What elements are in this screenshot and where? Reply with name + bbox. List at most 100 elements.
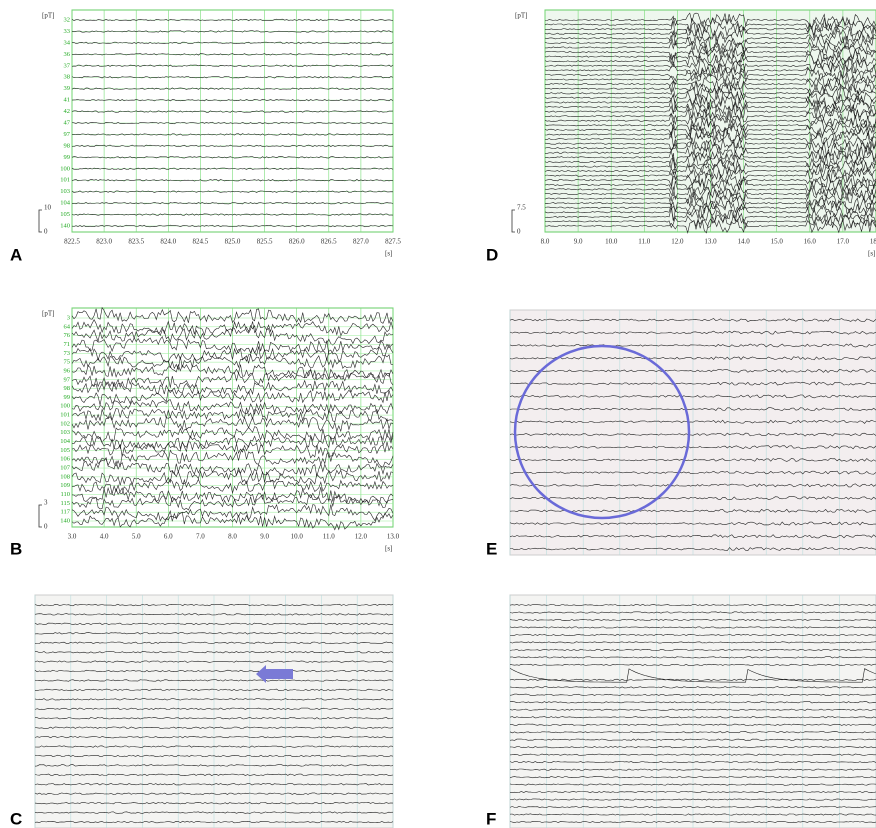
trace <box>71 319 394 338</box>
trace <box>71 434 394 450</box>
trace <box>509 633 876 636</box>
trace <box>71 511 394 531</box>
x-tick-label: 13.0 <box>387 533 400 541</box>
scale-bar <box>38 209 42 233</box>
trace <box>544 103 876 120</box>
trace <box>509 798 876 801</box>
channel-label: 104 <box>60 438 71 445</box>
trace <box>71 213 394 216</box>
trace <box>71 110 393 113</box>
trace <box>509 678 876 681</box>
trace <box>34 669 394 673</box>
trace <box>509 641 876 644</box>
channel-label: 108 <box>60 473 70 480</box>
trace <box>544 90 876 105</box>
trace <box>34 811 394 814</box>
trace <box>509 356 876 361</box>
channel-label: 103 <box>60 188 70 195</box>
trace <box>544 122 876 138</box>
trace <box>544 117 876 134</box>
trace <box>71 335 394 355</box>
x-tick-label: 823.0 <box>96 238 112 246</box>
channel-label: 97 <box>64 376 71 383</box>
channel-label: 102 <box>60 420 70 427</box>
trace <box>71 18 394 22</box>
trace <box>71 343 394 363</box>
trace <box>544 92 876 110</box>
trace <box>509 791 876 794</box>
trace <box>544 62 876 79</box>
trace <box>509 648 876 651</box>
trace <box>544 86 876 102</box>
trace <box>544 80 876 97</box>
panel: F <box>486 594 876 828</box>
channel-label: 104 <box>60 200 71 207</box>
panel: 822.5 823.0 823.5 824.0 824.5 825.0 825.5 826.0… <box>10 9 401 264</box>
channel-label: 103 <box>60 429 70 436</box>
trace <box>509 731 876 734</box>
trace <box>71 389 394 406</box>
trace <box>509 813 876 816</box>
trace <box>34 622 394 626</box>
y-unit: [pT] <box>515 12 527 20</box>
trace <box>71 399 394 415</box>
trace <box>71 98 394 102</box>
channel-label: 105 <box>60 211 70 218</box>
y-unit: [pT] <box>42 12 54 20</box>
channel-label: 99 <box>64 394 71 401</box>
x-tick-label: 3.0 <box>68 533 77 541</box>
channel-label: 105 <box>60 447 70 454</box>
trace <box>545 12 876 28</box>
trace <box>509 407 876 411</box>
channel-label: 39 <box>64 85 71 92</box>
trace <box>510 547 876 551</box>
trace <box>34 603 394 607</box>
trace <box>544 67 876 82</box>
trace <box>509 318 876 322</box>
highlight-circle <box>513 344 691 520</box>
channel-label: 107 <box>60 465 71 472</box>
trace <box>545 108 876 126</box>
x-tick-label: 15.0 <box>771 238 784 246</box>
trace <box>71 224 394 228</box>
panel-letter: E <box>486 539 497 558</box>
trace <box>544 20 876 38</box>
trace <box>71 494 394 511</box>
trace <box>509 521 876 526</box>
trace <box>71 457 394 477</box>
trace <box>34 679 394 682</box>
channel-label: 97 <box>64 131 71 138</box>
trace <box>509 611 876 614</box>
x-tick-label: 5.0 <box>132 533 141 541</box>
x-tick-label: 10.0 <box>605 238 618 246</box>
trace <box>544 152 876 170</box>
trace <box>34 783 394 786</box>
trace <box>71 440 394 459</box>
channel-label: 64 <box>64 323 71 330</box>
channel-label: 101 <box>60 412 70 419</box>
trace <box>509 701 876 704</box>
channel-label: 100 <box>60 403 70 410</box>
scale-min: 0 <box>44 228 48 236</box>
scale-min: 0 <box>517 228 521 236</box>
trace <box>544 171 876 189</box>
scale-min: 0 <box>44 523 48 531</box>
scale-max: 10 <box>44 204 52 212</box>
trace <box>71 64 394 67</box>
trace <box>544 157 876 174</box>
trace <box>509 419 876 424</box>
channel-label: 98 <box>64 142 71 149</box>
channel-label: 100 <box>60 165 70 172</box>
trace <box>34 613 394 616</box>
channel-label: 140 <box>60 222 70 229</box>
channel-label: 106 <box>60 456 71 463</box>
trace <box>34 688 394 692</box>
channel-label: 71 <box>64 341 71 348</box>
trace <box>71 144 394 148</box>
trace <box>71 353 394 371</box>
scale-bar <box>38 504 42 528</box>
x-tick-label: 825.0 <box>225 238 241 246</box>
x-tick-label: 11.0 <box>323 533 335 541</box>
trace <box>34 726 394 729</box>
arrow <box>256 665 293 683</box>
